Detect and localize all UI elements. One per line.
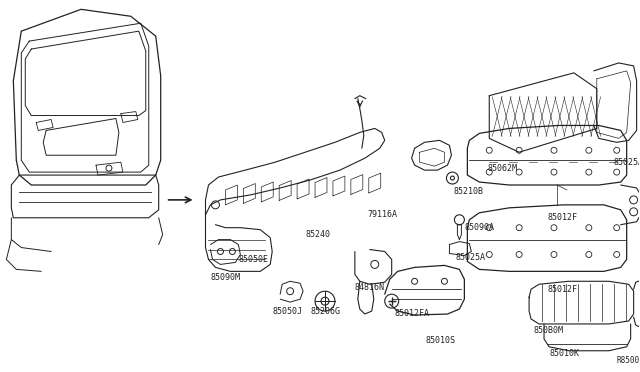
Text: 85090A: 85090A [465,223,494,232]
Text: 85240: 85240 [305,230,330,239]
Text: 85090M: 85090M [211,273,241,282]
Text: 85206G: 85206G [310,307,340,315]
Text: 85B34: 85B34 [639,324,640,333]
Text: 85012FA: 85012FA [395,308,429,318]
Text: 85025A: 85025A [614,158,640,167]
Text: 85050J: 85050J [272,307,302,315]
Text: 85210B: 85210B [453,187,483,196]
Text: 85010K: 85010K [549,349,579,358]
Text: 85012F: 85012F [547,213,577,222]
Text: 85025A: 85025A [456,253,485,262]
Text: 84816N: 84816N [355,283,385,292]
Text: 85010S: 85010S [426,336,456,345]
Text: 85050E: 85050E [238,255,268,264]
Text: R8500020: R8500020 [617,356,640,365]
Text: 850B0M: 850B0M [533,326,563,336]
Text: 85012F: 85012F [547,285,577,294]
Text: 79116A: 79116A [368,210,398,219]
Text: 85062M: 85062M [487,164,517,173]
